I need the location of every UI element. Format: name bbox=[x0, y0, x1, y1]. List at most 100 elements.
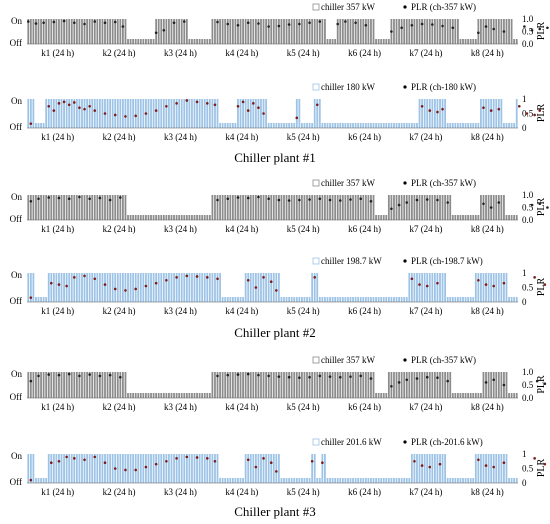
bar-on bbox=[98, 454, 101, 483]
bar-on bbox=[52, 99, 55, 128]
x-tick-label: k2 (24 h) bbox=[103, 487, 136, 497]
bar-off bbox=[329, 478, 331, 483]
plr-point bbox=[369, 377, 373, 380]
bar-off bbox=[193, 393, 196, 398]
plr-point bbox=[213, 103, 217, 107]
bar-off bbox=[183, 215, 186, 220]
bar-on bbox=[106, 19, 109, 44]
x-tick-label: k3 (24 h) bbox=[164, 306, 197, 316]
bar-off bbox=[191, 393, 193, 398]
bar-off bbox=[234, 297, 237, 302]
bar-on bbox=[260, 372, 262, 398]
bar-on bbox=[168, 19, 170, 44]
plr-point bbox=[88, 104, 91, 108]
bar-on bbox=[436, 195, 439, 220]
bar-off bbox=[329, 297, 331, 302]
bar-off bbox=[37, 478, 40, 483]
bar-on bbox=[329, 195, 331, 220]
bar-on bbox=[490, 99, 493, 128]
bar-on bbox=[439, 19, 441, 44]
bar-on bbox=[188, 454, 191, 483]
bar-on bbox=[428, 372, 431, 398]
bar-on bbox=[96, 372, 99, 398]
bar-off bbox=[132, 393, 135, 398]
bar-off bbox=[267, 123, 270, 128]
bar-on bbox=[55, 273, 58, 302]
bar-on bbox=[441, 454, 444, 483]
bar-off bbox=[201, 215, 204, 220]
legend-swatch-dot bbox=[403, 5, 407, 9]
bar-off bbox=[183, 393, 186, 398]
plr-point bbox=[477, 458, 480, 462]
bar-on bbox=[162, 454, 165, 483]
bar-on bbox=[111, 19, 114, 44]
bar-on bbox=[175, 19, 178, 44]
bar-off bbox=[382, 478, 385, 483]
plr-point bbox=[425, 284, 429, 288]
bar-on bbox=[336, 195, 339, 220]
bar-on bbox=[311, 273, 314, 302]
bar-on bbox=[73, 454, 76, 483]
bar-off bbox=[45, 478, 48, 483]
bar-on bbox=[124, 454, 127, 483]
bar-off bbox=[308, 297, 311, 302]
bar-off bbox=[145, 393, 147, 398]
bar-on bbox=[119, 99, 122, 128]
bar-on bbox=[487, 195, 490, 220]
bar-on bbox=[416, 19, 418, 44]
bar-off bbox=[467, 478, 470, 483]
bar-on bbox=[441, 273, 444, 302]
bar-on bbox=[247, 273, 250, 302]
x-tick-label: k8 (24 h) bbox=[471, 132, 504, 142]
legend-label-dot: PLR (ch-201.6 kW) bbox=[411, 437, 483, 447]
bar-on bbox=[29, 273, 32, 302]
bar-off bbox=[472, 123, 475, 128]
bar-on bbox=[387, 195, 390, 220]
x-tick-label: k1 (24 h) bbox=[41, 487, 74, 497]
bar-off bbox=[201, 393, 204, 398]
bar-on bbox=[45, 195, 48, 220]
bar-on bbox=[503, 454, 505, 483]
bar-off bbox=[331, 39, 334, 44]
bar-off bbox=[372, 123, 375, 128]
bar-on bbox=[260, 19, 262, 44]
bar-off bbox=[464, 215, 467, 220]
legend-swatch-bar bbox=[312, 438, 320, 446]
bar-on bbox=[426, 454, 429, 483]
bar-on bbox=[283, 19, 285, 44]
bar-on bbox=[490, 372, 493, 398]
plr-point bbox=[315, 103, 319, 107]
bar-on bbox=[318, 195, 321, 220]
bar-off bbox=[198, 393, 201, 398]
plr-point bbox=[205, 276, 209, 279]
bar-off bbox=[318, 478, 321, 483]
bar-on bbox=[500, 273, 503, 302]
bar-off bbox=[472, 478, 475, 483]
bar-on bbox=[500, 372, 503, 398]
bar-on bbox=[318, 99, 321, 128]
plr-point bbox=[428, 465, 432, 469]
bar-on bbox=[354, 372, 357, 398]
bar-on bbox=[132, 273, 135, 302]
bar-on bbox=[211, 273, 214, 302]
bar-off bbox=[459, 297, 462, 302]
bar-on bbox=[500, 99, 503, 128]
bar-off bbox=[513, 39, 516, 44]
plr-point bbox=[134, 287, 137, 291]
bar-off bbox=[390, 123, 393, 128]
plr-point bbox=[113, 113, 117, 117]
bar-on bbox=[109, 195, 112, 220]
bar-off bbox=[370, 123, 372, 128]
plr-point bbox=[78, 374, 81, 378]
bar-on bbox=[278, 372, 280, 398]
bar-off bbox=[405, 297, 408, 302]
plr-point bbox=[98, 196, 102, 200]
plr-point bbox=[93, 20, 97, 23]
y-label-on: On bbox=[11, 96, 22, 106]
bar-on bbox=[410, 372, 413, 398]
plr-point bbox=[144, 284, 148, 288]
bar-on bbox=[372, 19, 375, 44]
bar-on bbox=[55, 195, 58, 220]
legend-label-bar: chiller 180 kW bbox=[321, 82, 375, 92]
bar-off bbox=[221, 297, 224, 302]
